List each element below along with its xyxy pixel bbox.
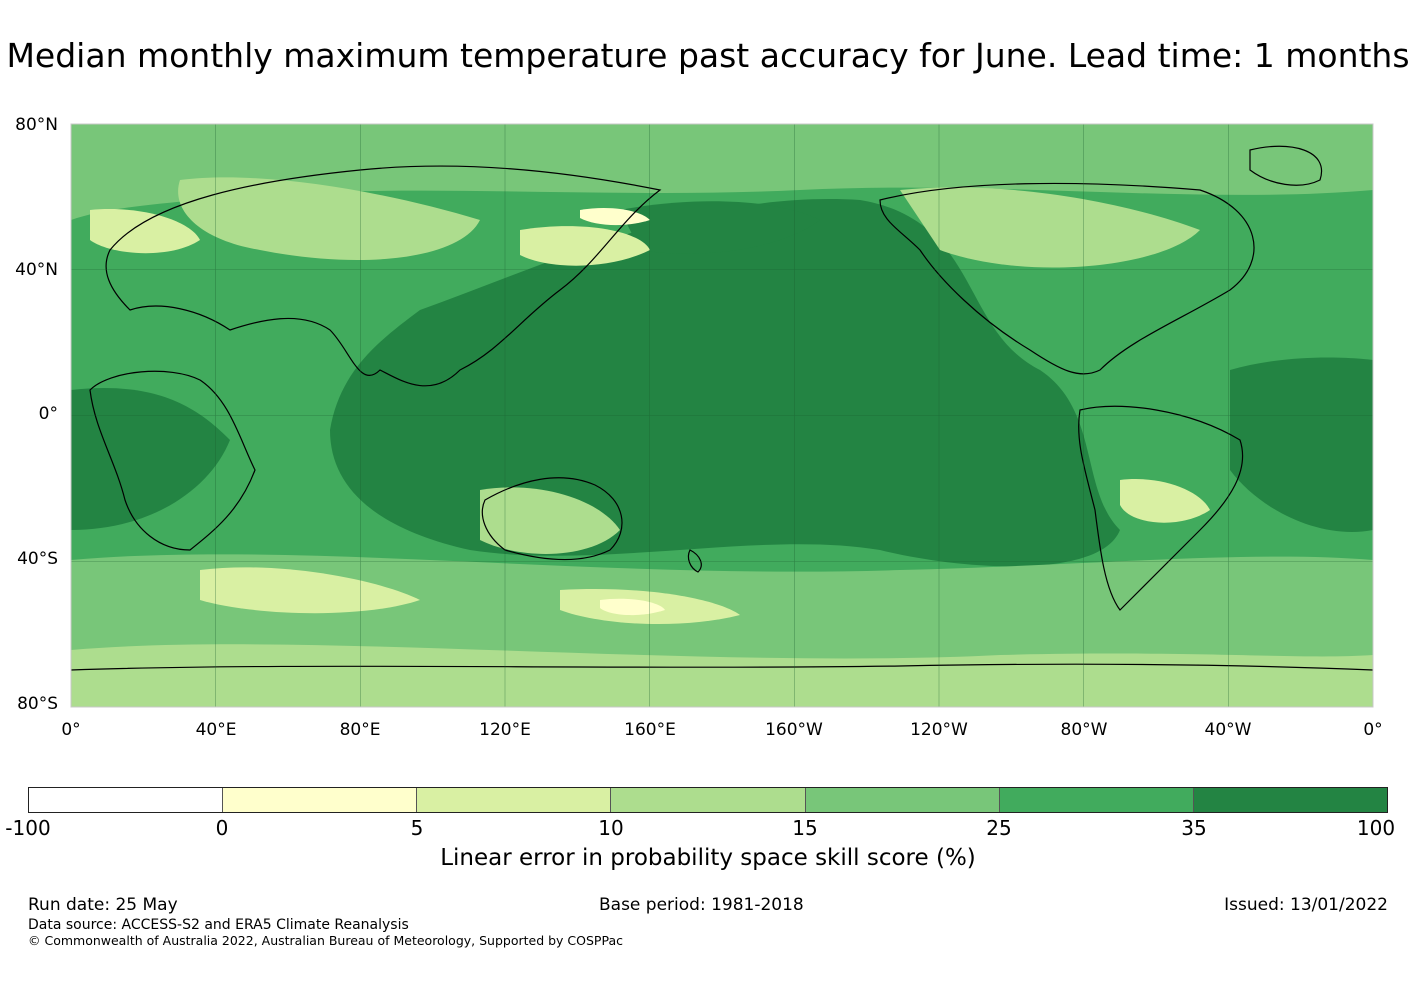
skill-score-map	[70, 123, 1374, 708]
colorbar-segment	[223, 788, 418, 812]
skill-region-high	[71, 388, 230, 530]
colorbar	[28, 787, 1388, 813]
map-frame	[70, 123, 1374, 708]
colorbar-segment	[417, 788, 612, 812]
lon-label: 160°E	[624, 720, 676, 740]
colorbar-segment	[805, 788, 1000, 812]
colorbar-tick: 100	[1356, 816, 1396, 840]
skill-region-high	[1230, 357, 1373, 532]
skill-region-low	[480, 487, 620, 554]
base-period: Base period: 1981-2018	[599, 895, 804, 915]
run-date: Run date: 25 May	[28, 895, 178, 915]
coastlines	[71, 145, 1373, 671]
colorbar-tick: 10	[598, 816, 624, 840]
lon-label: 120°W	[910, 720, 968, 740]
lon-label: 160°W	[765, 720, 823, 740]
coastline-australia	[481, 477, 623, 561]
lon-label: 0°	[61, 720, 81, 740]
colorbar-label: Linear error in probability space skill …	[440, 845, 976, 871]
skill-region-low	[900, 187, 1200, 268]
lat-label: 40°S	[17, 549, 58, 569]
coastline-greenland	[1249, 145, 1323, 186]
coastline-eurasia	[105, 165, 662, 387]
colorbar-tick: -100	[5, 816, 51, 840]
lon-label: 120°E	[479, 720, 531, 740]
colorbar-segment	[29, 788, 224, 812]
lat-label: 80°S	[17, 694, 58, 714]
lon-label: 40°E	[195, 720, 237, 740]
skill-region-very-low	[200, 567, 420, 614]
lon-label: 80°W	[1060, 720, 1108, 740]
skill-region-very-low	[1120, 479, 1210, 523]
coastline-antarctica	[71, 663, 1373, 671]
colorbar-tick: 15	[792, 816, 818, 840]
skill-region-low	[178, 177, 481, 260]
lat-label: 0°	[38, 404, 58, 424]
skill-region-very-low	[600, 598, 665, 616]
skill-region-mid	[71, 124, 1373, 220]
colorbar-tick: 25	[986, 816, 1012, 840]
colorbar-segment	[1193, 788, 1387, 812]
coastline-north-america	[879, 182, 1255, 375]
lon-label: 40°W	[1204, 720, 1252, 740]
lon-label: 0°	[1363, 720, 1383, 740]
coastline-south-america	[1078, 405, 1244, 611]
issued-date: Issued: 13/01/2022	[1224, 895, 1388, 915]
copyright: © Commonwealth of Australia 2022, Austra…	[28, 933, 623, 948]
coastline-new-zealand	[687, 549, 702, 573]
lat-label: 40°N	[15, 260, 58, 280]
skill-region-high	[330, 199, 1120, 567]
colorbar-tick: 0	[215, 816, 229, 840]
coastline-africa	[89, 370, 256, 551]
map-panel: 80°N 40°N 0° 40°S 80°S 0° 40°E 80°E 120°…	[0, 110, 1416, 750]
colorbar-segment	[999, 788, 1194, 812]
colorbar-segment	[611, 788, 806, 812]
colorbar-tick: 5	[410, 816, 424, 840]
graticule	[71, 124, 1373, 707]
lon-label: 80°E	[339, 720, 381, 740]
skill-region-low	[71, 644, 1373, 707]
lat-label: 80°N	[15, 115, 58, 135]
map-title: Median monthly maximum temperature past …	[6, 36, 1410, 75]
skill-region-very-low	[580, 208, 650, 226]
data-source: Data source: ACCESS-S2 and ERA5 Climate …	[28, 917, 409, 933]
skill-region-high	[620, 201, 820, 254]
colorbar-tick: 35	[1181, 816, 1207, 840]
skill-region-very-low	[520, 226, 650, 266]
